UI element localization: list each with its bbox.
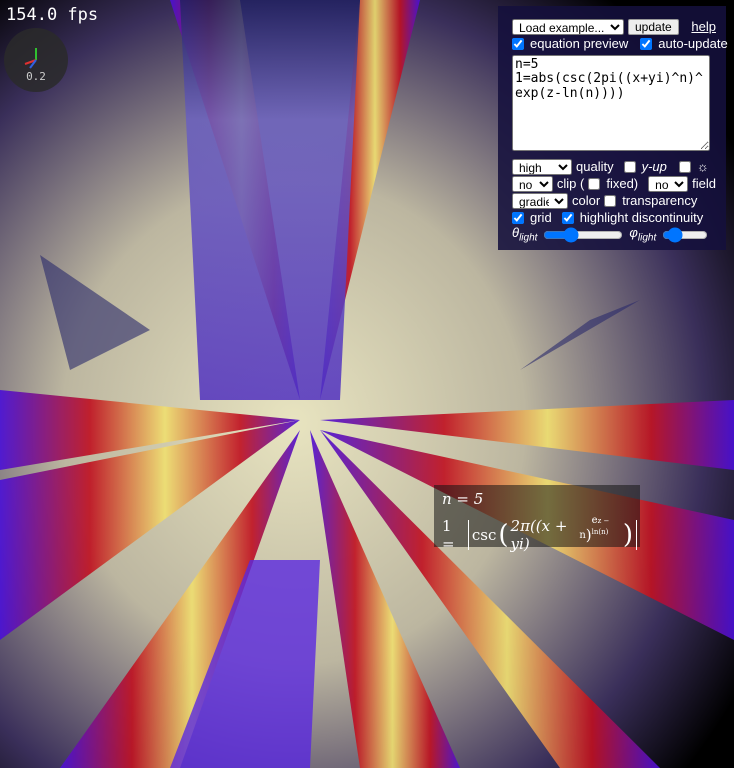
exponent: n [579,529,586,541]
label: transparency [622,193,698,208]
phi-slider[interactable] [662,228,709,241]
subscript: light [637,232,657,244]
fps-counter: 154.0 fps [6,5,99,25]
grid-checkbox[interactable] [512,211,524,224]
label: clip ( [556,176,585,191]
clip-select[interactable]: no [512,175,553,192]
equation-preview-checkbox[interactable] [512,37,524,50]
highlight-checkbox[interactable] [561,211,574,224]
color-select[interactable]: gradient [512,192,568,209]
label: grid [530,210,552,225]
exponent: ez − ln(n) [592,515,623,537]
equation-preview: n = 5 1 = csc ( 2π((x + yi) n ) ez − ln(n… [434,485,640,553]
help-link[interactable]: help [691,19,716,34]
auto-update-checkbox[interactable] [640,37,653,50]
label: equation preview [530,36,629,51]
paren: ( [498,520,509,550]
label: color [572,193,601,208]
paren: ) [622,520,633,550]
preview-line: 1 = csc ( 2π((x + yi) n ) ez − ln(n) ) [442,515,640,553]
field-select[interactable]: no [648,175,689,192]
label: highlight discontinuity [579,210,704,225]
label: ☼ [696,159,709,174]
light-checkbox[interactable] [678,160,691,173]
phi-label: φlight [629,225,656,244]
label: auto-update [658,36,728,51]
subscript: light [519,232,538,244]
theta-label: θlight [512,225,537,244]
lhs: 1 = [442,517,455,553]
equation-input[interactable]: n=5 1=abs(csc(2pi((x+yi)^n)^exp(z-ln(n))… [512,55,710,151]
fixed-checkbox[interactable] [588,177,601,190]
label: y-up [641,159,667,174]
exp-power: z − ln(n) [591,517,610,536]
theta-slider[interactable] [543,228,624,241]
symbol: θ [512,225,520,241]
paren: ) [585,526,592,544]
control-panel: Load example... update help equation pre… [498,6,728,250]
function: csc [471,526,497,544]
symbol: φ [629,225,638,241]
abs-bar [636,520,637,550]
exp-base: e [591,515,598,526]
transparency-checkbox[interactable] [604,194,617,207]
label: field [692,176,716,191]
example-select[interactable]: Load example... [512,18,624,35]
y-up-checkbox[interactable] [623,160,636,173]
axis-gizmo: 0.2 [4,28,68,92]
update-button[interactable]: update [628,18,679,35]
abs-bar [467,520,469,550]
argument: 2π((x + yi) [510,517,568,553]
label: quality [576,159,614,174]
quality-select[interactable]: high [512,158,572,175]
axis-scale: 0.2 [26,70,46,83]
label: fixed) [606,176,639,191]
preview-line: n = 5 [442,490,484,508]
